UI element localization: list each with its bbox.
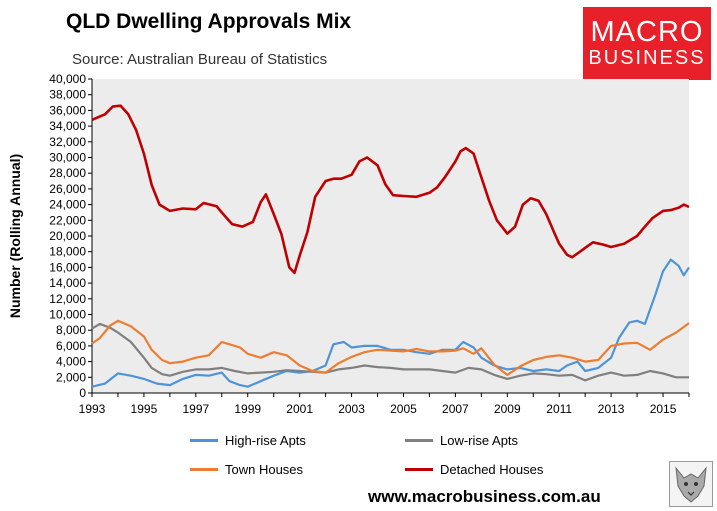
legend-label: Detached Houses	[440, 462, 544, 477]
plot-area	[92, 79, 689, 393]
y-tick-label: 10,000	[49, 308, 86, 322]
series-line-low-rise-apts	[91, 322, 689, 382]
logo-line-2: BUSINESS	[588, 47, 706, 69]
x-tick-label: 2007	[442, 402, 469, 416]
y-tick-label: 24,000	[49, 198, 86, 212]
legend-swatch	[190, 439, 218, 442]
y-tick-label: 34,000	[49, 119, 86, 133]
y-tick-label: 28,000	[49, 166, 86, 180]
legend-low-rise-apts: Low-rise Apts	[405, 433, 518, 448]
y-tick-label: 38,000	[49, 88, 86, 102]
y-tick-label: 22,000	[49, 213, 86, 227]
legend-label: Low-rise Apts	[440, 433, 519, 448]
x-tick-label: 2009	[494, 402, 521, 416]
legend-label: Town Houses	[225, 462, 304, 477]
series-line-town-houses	[91, 319, 690, 376]
website-url[interactable]: www.macrobusiness.com.au	[368, 487, 601, 506]
y-axis-label: Number (Rolling Annual)	[7, 154, 23, 318]
x-tick-label: 1999	[234, 402, 261, 416]
y-tick-label: 6,000	[56, 339, 86, 353]
y-tick-label: 20,000	[49, 229, 86, 243]
x-tick-label: 1997	[182, 402, 209, 416]
y-tick-label: 16,000	[49, 260, 86, 274]
legend-detached-houses: Detached Houses	[405, 462, 543, 477]
legend-swatch	[405, 439, 433, 442]
series-line-high-rise-apts	[91, 258, 690, 388]
logo-line-1: MACRO	[590, 16, 704, 48]
legend-swatch	[190, 468, 218, 471]
y-tick-label: 2,000	[56, 370, 86, 384]
x-tick-label: 2015	[650, 402, 677, 416]
x-axis: 1993 1995 1997 1999 2001 2003 2005 2007 2009 2011…	[79, 392, 690, 416]
x-tick-label: 1993	[79, 402, 106, 416]
y-tick-label: 8,000	[56, 323, 86, 337]
y-tick-label: 30,000	[49, 151, 86, 165]
chart-source: Source: Australian Bureau of Statistics	[72, 51, 328, 68]
legend-town-houses: Town Houses	[190, 462, 303, 477]
y-tick-label: 18,000	[49, 245, 86, 259]
y-tick-label: 4,000	[56, 355, 86, 369]
legend-high-rise-apts: High-rise Apts	[190, 433, 306, 448]
wolf-logo-icon	[669, 461, 713, 507]
series-lines	[91, 104, 690, 388]
legend-swatch	[405, 468, 433, 471]
macrobusiness-logo[interactable]: MACRO BUSINESS	[583, 7, 711, 80]
x-tick-label: 1995	[131, 402, 158, 416]
y-tick-label: 0	[79, 386, 86, 400]
y-tick-label: 12,000	[49, 292, 86, 306]
x-tick-label: 2001	[286, 402, 313, 416]
y-tick-label: 14,000	[49, 276, 86, 290]
legend-label: High-rise Apts	[225, 433, 306, 448]
y-tick-label: 40,000	[49, 72, 86, 86]
chart-title: QLD Dwelling Approvals Mix	[66, 10, 352, 33]
y-tick-label: 26,000	[49, 182, 86, 196]
x-tick-label: 2005	[390, 402, 417, 416]
y-tick-label: 32,000	[49, 135, 86, 149]
x-tick-label: 2003	[338, 402, 365, 416]
y-tick-label: 36,000	[49, 103, 86, 117]
x-tick-label: 2013	[598, 402, 625, 416]
x-tick-label: 2011	[546, 402, 572, 416]
series-line-detached-houses	[91, 104, 690, 275]
